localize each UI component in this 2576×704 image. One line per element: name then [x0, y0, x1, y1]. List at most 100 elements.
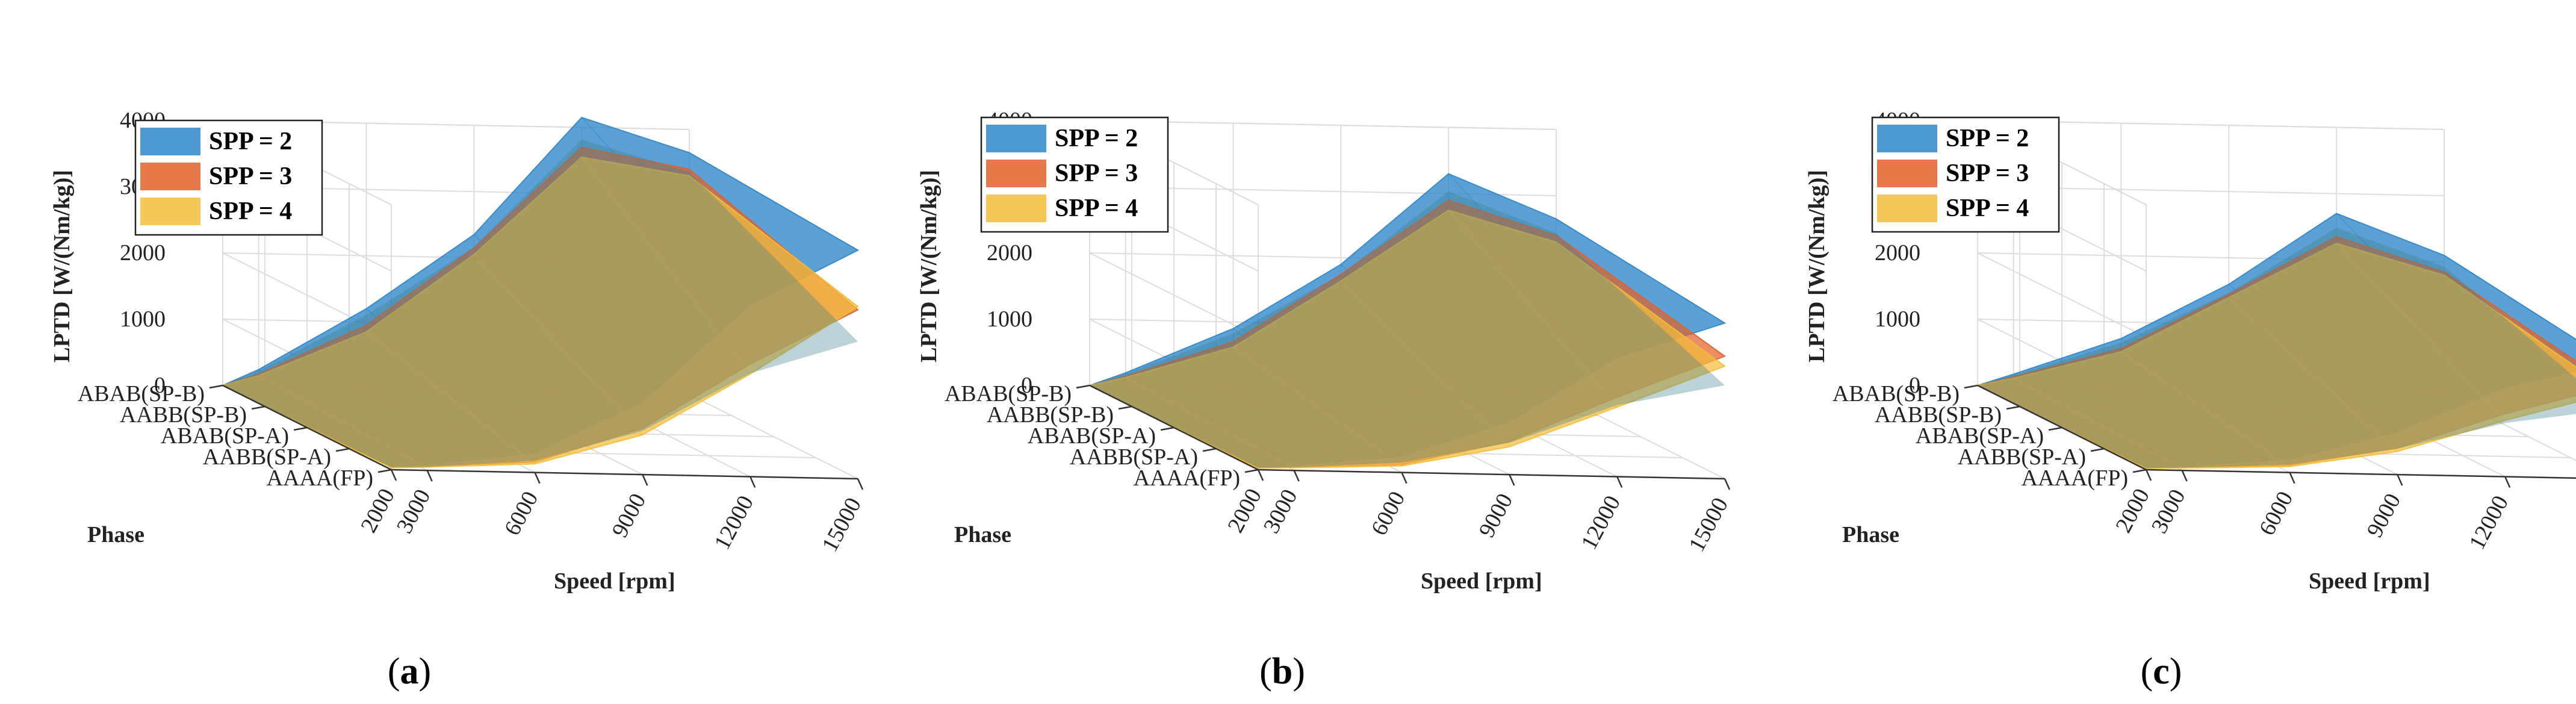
phase-tick-label: ABAB(SP-A) — [1028, 423, 1156, 449]
phase-tick-label: ABAB(SP-A) — [1916, 423, 2044, 449]
speed-axis-label: Speed [rpm] — [554, 568, 675, 594]
phase-tick-label: ABAB(SP-B) — [1833, 381, 1960, 407]
speed-tick-label: 12000 — [2464, 491, 2513, 554]
speed-tick — [1293, 470, 1300, 482]
speed-tick-label: 2000 — [2111, 485, 2155, 537]
z-axis-label: LPTD [W/(Nm/kg)] — [916, 170, 942, 363]
z-tick-label: 0 — [1021, 373, 1032, 398]
speed-tick — [534, 472, 541, 484]
phase-tick — [251, 405, 265, 410]
legend-swatch — [140, 163, 200, 190]
phase-tick — [377, 469, 392, 473]
legend-entry-label: SPP = 2 — [1946, 125, 2029, 152]
speed-tick — [1616, 476, 1623, 488]
surfaces-b — [1087, 173, 1727, 469]
phase-tick-label: AAAA(FP) — [1134, 466, 1240, 491]
z-tick-label: 0 — [154, 373, 166, 398]
surface-mesh-line — [689, 175, 858, 307]
surface-mesh-line — [2121, 351, 2290, 467]
phase-tick — [2048, 426, 2062, 431]
legend-a: SPP = 2 SPP = 3 SPP = 4 — [134, 119, 323, 236]
speed-tick — [2181, 470, 2188, 482]
speed-tick — [1257, 469, 1264, 481]
legend-entry-label: SPP = 2 — [1055, 125, 1138, 152]
phase-tick-label: ABAB(SP-A) — [161, 423, 289, 449]
panel-caption: (a) — [388, 651, 431, 692]
legend-swatch — [140, 198, 200, 225]
speed-tick-label: 6000 — [1367, 487, 1411, 540]
phase-tick — [1076, 384, 1090, 389]
caption-close: ) — [2170, 651, 2182, 692]
z-tick-label: 1000 — [1875, 307, 1920, 332]
speed-tick — [2145, 469, 2152, 481]
legend-swatch — [986, 160, 1046, 187]
speed-tick — [750, 476, 756, 488]
caption-open: ( — [2141, 651, 2153, 692]
phase-axis-label: Phase — [954, 522, 1011, 547]
speed-tick — [642, 474, 648, 486]
surface-overlap-shade — [223, 139, 858, 468]
z-tick-label: 2000 — [987, 240, 1032, 266]
speed-axis-line — [1258, 469, 1725, 480]
legend-swatch — [140, 128, 200, 155]
speed-tick — [426, 470, 433, 482]
panel-caption: (c) — [2141, 651, 2182, 692]
phase-tick — [1118, 405, 1132, 410]
surface-mesh-line — [258, 375, 427, 468]
phase-tick — [293, 426, 308, 431]
caption-letter: b — [1272, 651, 1293, 692]
surface-mesh-line — [2444, 271, 2576, 362]
phase-tick-label: ABAB(SP-B) — [78, 381, 205, 407]
phase-tick — [2132, 469, 2147, 473]
speed-tick-label: 3000 — [392, 485, 436, 538]
speed-tick-label: 9000 — [2362, 490, 2406, 542]
phase-tick — [2090, 447, 2105, 452]
surface-mesh-line — [2013, 378, 2182, 469]
speed-tick-label: 12000 — [709, 491, 759, 554]
speed-tick-label: 2000 — [356, 485, 400, 537]
speed-tick-label: 9000 — [607, 490, 651, 542]
legend-swatch — [1877, 195, 1937, 222]
z-tick-label: 1000 — [987, 307, 1032, 332]
caption-open: ( — [388, 651, 400, 692]
phase-tick-label: AABB(SP-B) — [987, 402, 1114, 428]
panel-a: 01000200030004000ABAB(SP-B)AABB(SP-B)ABA… — [49, 108, 866, 692]
phase-tick — [335, 447, 350, 452]
speed-tick-label: 15000 — [2572, 494, 2576, 556]
phase-axis-label: Phase — [87, 522, 144, 547]
speed-tick — [1509, 474, 1515, 486]
surface-overlap-shade — [1090, 191, 1725, 468]
surface-mesh-line — [2444, 275, 2576, 368]
speed-tick — [2397, 474, 2403, 486]
phase-tick-label: AABB(SP-A) — [203, 444, 331, 470]
surface-mesh-line — [1556, 235, 1725, 357]
surface-mesh-line — [1125, 377, 1294, 469]
surface-mesh-line — [581, 157, 751, 375]
speed-axis-line — [2146, 469, 2576, 479]
speed-axis-label: Speed [rpm] — [1421, 568, 1542, 594]
legend-entry-label: SPP = 4 — [1946, 195, 2029, 222]
caption-close: ) — [419, 651, 432, 692]
phase-tick-label: AABB(SP-A) — [1958, 444, 2086, 470]
legend-entry-label: SPP = 3 — [209, 163, 292, 190]
phase-tick-label: AAAA(FP) — [2022, 466, 2128, 491]
legend-b: SPP = 2 SPP = 3 SPP = 4 — [980, 116, 1169, 233]
phase-tick-label: AABB(SP-B) — [120, 402, 247, 428]
surface-mesh-line — [1556, 218, 1725, 324]
speed-tick-label: 15000 — [1684, 494, 1733, 556]
surface-mesh-line — [1556, 241, 1725, 367]
surface-mesh-line — [473, 254, 643, 435]
speed-tick — [1401, 472, 1407, 484]
phase-tick — [1160, 426, 1175, 431]
z-tick-label: 0 — [1909, 373, 1920, 398]
speed-tick-label: 3000 — [1259, 485, 1303, 538]
surface-mesh-line — [1340, 281, 1510, 447]
caption-letter: c — [2153, 651, 2170, 692]
axes-a: 01000200030004000ABAB(SP-B)AABB(SP-B)ABA… — [49, 108, 866, 594]
speed-axis-label: Speed [rpm] — [2309, 568, 2430, 594]
surface-mesh-line — [365, 331, 535, 464]
phase-tick-label: ABAB(SP-B) — [945, 381, 1072, 407]
surface-overlap-shade — [1978, 228, 2576, 469]
speed-tick — [390, 469, 397, 481]
